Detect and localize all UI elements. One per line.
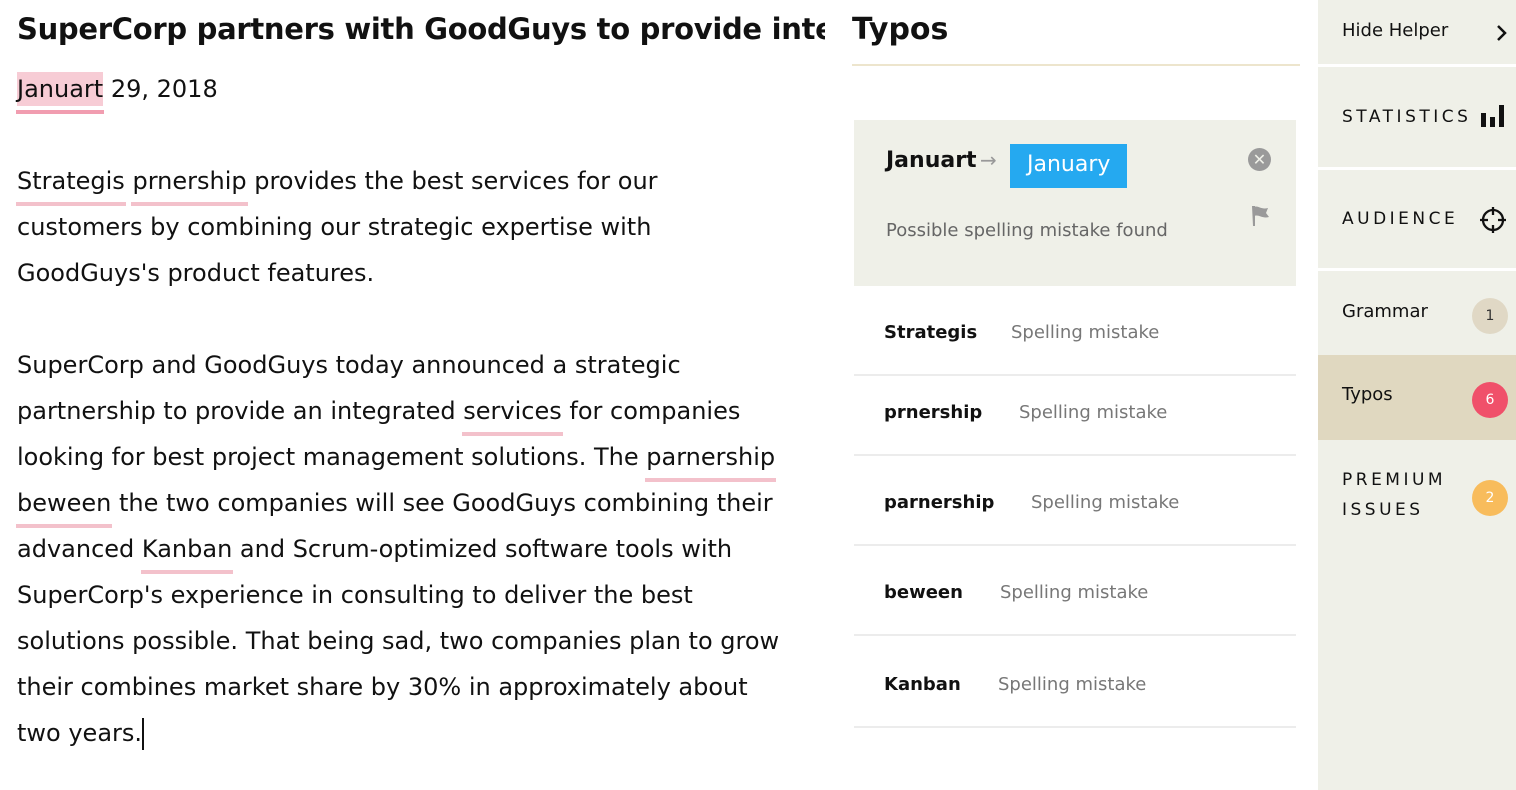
helper-sidebar: Hide Helper STATISTICS AUDIENCE Grammar … (1318, 0, 1516, 790)
text-segment: GoodGuys's product features. (17, 259, 375, 287)
text-segment: and Scrum-optimized software tools with (232, 535, 733, 563)
text-line[interactable]: SuperCorp and GoodGuys today announced a… (17, 342, 681, 388)
grammar-label: Grammar (1342, 301, 1428, 322)
grammar-count-badge: 1 (1472, 298, 1508, 334)
text-segment: SuperCorp's experience in consulting to … (17, 581, 693, 609)
text-line[interactable]: solutions possible. That being sad, two … (17, 618, 779, 664)
typo-highlight[interactable]: prnership (131, 164, 248, 206)
typo-highlight[interactable]: services (462, 394, 564, 436)
text-line[interactable]: SuperCorp's experience in consulting to … (17, 572, 693, 618)
active-typo-card: Januart → January Possible spelling mist… (854, 120, 1296, 286)
text-line[interactable]: looking for best project management solu… (17, 434, 776, 482)
text-segment: 29, 2018 (103, 75, 218, 103)
arrow-right-icon: → (980, 148, 997, 172)
typo-highlight[interactable]: Januart (15, 72, 105, 114)
grammar-tab[interactable]: Grammar 1 (1318, 271, 1516, 355)
text-line[interactable]: GoodGuys's product features. (17, 250, 374, 296)
text-line[interactable]: Strategis prnership provides the best se… (16, 158, 658, 206)
text-segment: SuperCorp and GoodGuys today announced a… (17, 351, 681, 379)
divider (852, 64, 1300, 66)
text-segment: advanced (17, 535, 142, 563)
typo-description: Spelling mistake (998, 674, 1147, 695)
typo-highlight[interactable]: parnership (645, 440, 776, 482)
typo-list-item[interactable]: parnership Spelling mistake (854, 456, 1296, 546)
text-segment: solutions possible. That being sad, two … (17, 627, 780, 655)
text-line[interactable]: customers by combining our strategic exp… (17, 204, 651, 250)
typo-highlight[interactable]: Kanban (140, 532, 234, 574)
typo-word: parnership (884, 492, 995, 513)
audience-tab[interactable]: AUDIENCE (1318, 170, 1516, 271)
chevron-right-icon (1497, 25, 1507, 41)
typo-message: Possible spelling mistake found (886, 220, 1168, 241)
crosshair-icon (1480, 207, 1506, 233)
typo-word: beween (884, 582, 963, 603)
typo-word: Kanban (884, 674, 961, 695)
text-line[interactable]: beween the two companies will see GoodGu… (15, 480, 773, 528)
text-line[interactable]: their combines market share by 30% in ap… (17, 664, 748, 710)
text-segment: looking for best project management solu… (17, 443, 647, 471)
typos-label: Typos (1342, 384, 1393, 405)
text-segment: customers by combining our strategic exp… (17, 213, 652, 241)
premium-label: PREMIUM (1342, 470, 1447, 490)
document-title[interactable]: SuperCorp partners with GoodGuys to prov… (17, 12, 825, 46)
document-editor[interactable]: SuperCorp partners with GoodGuys to prov… (15, 0, 827, 790)
text-line[interactable]: Januart 29, 2018 (15, 66, 218, 114)
bar-chart-icon (1481, 105, 1504, 127)
text-segment: partnership to provide an integrated (17, 397, 464, 425)
flag-icon[interactable] (1248, 204, 1272, 232)
typo-word: Januart (886, 148, 977, 173)
typo-word: Strategis (884, 322, 978, 343)
text-segment: provides the best services for our (246, 167, 658, 195)
text-segment (125, 167, 133, 195)
typo-description: Spelling mistake (1031, 492, 1180, 513)
text-segment: for companies (561, 397, 741, 425)
typo-list-item[interactable]: prnership Spelling mistake (854, 366, 1296, 456)
typo-list-item[interactable]: beween Spelling mistake (854, 546, 1296, 636)
text-line[interactable]: two years. (17, 710, 145, 756)
typos-panel: Typos Januart → January Possible spellin… (852, 0, 1300, 790)
text-segment: two years. (17, 719, 143, 747)
hide-helper-label: Hide Helper (1342, 20, 1449, 41)
typo-description: Spelling mistake (1000, 582, 1149, 603)
audience-label: AUDIENCE (1342, 209, 1459, 229)
typos-tab[interactable]: Typos 6 (1318, 355, 1516, 440)
text-segment: the two companies will see GoodGuys comb… (111, 489, 773, 517)
typo-list-item[interactable]: Strategis Spelling mistake (854, 286, 1296, 376)
text-line[interactable]: partnership to provide an integrated ser… (17, 388, 741, 436)
typo-list-item[interactable]: Kanban Spelling mistake (854, 638, 1296, 728)
premium-issues-tab[interactable]: PREMIUM ISSUES 2 (1318, 440, 1516, 550)
panel-title: Typos (852, 12, 949, 47)
hide-helper-button[interactable]: Hide Helper (1318, 0, 1516, 67)
premium-count-badge: 2 (1472, 480, 1508, 516)
text-line[interactable]: advanced Kanban and Scrum-optimized soft… (17, 526, 733, 574)
issues-label: ISSUES (1342, 500, 1424, 520)
typo-highlight[interactable]: Strategis (16, 164, 126, 206)
typo-highlight[interactable]: beween (15, 486, 113, 528)
typos-count-badge: 6 (1472, 382, 1508, 418)
typo-description: Spelling mistake (1011, 322, 1160, 343)
close-circle-icon[interactable]: ✕ (1248, 148, 1271, 171)
statistics-tab[interactable]: STATISTICS (1318, 67, 1516, 170)
typo-description: Spelling mistake (1019, 402, 1168, 423)
text-segment: their combines market share by 30% in ap… (17, 673, 748, 701)
text-caret (142, 718, 145, 750)
suggestion-button[interactable]: January (1010, 144, 1128, 188)
statistics-label: STATISTICS (1342, 107, 1472, 127)
typo-word: prnership (884, 402, 983, 423)
